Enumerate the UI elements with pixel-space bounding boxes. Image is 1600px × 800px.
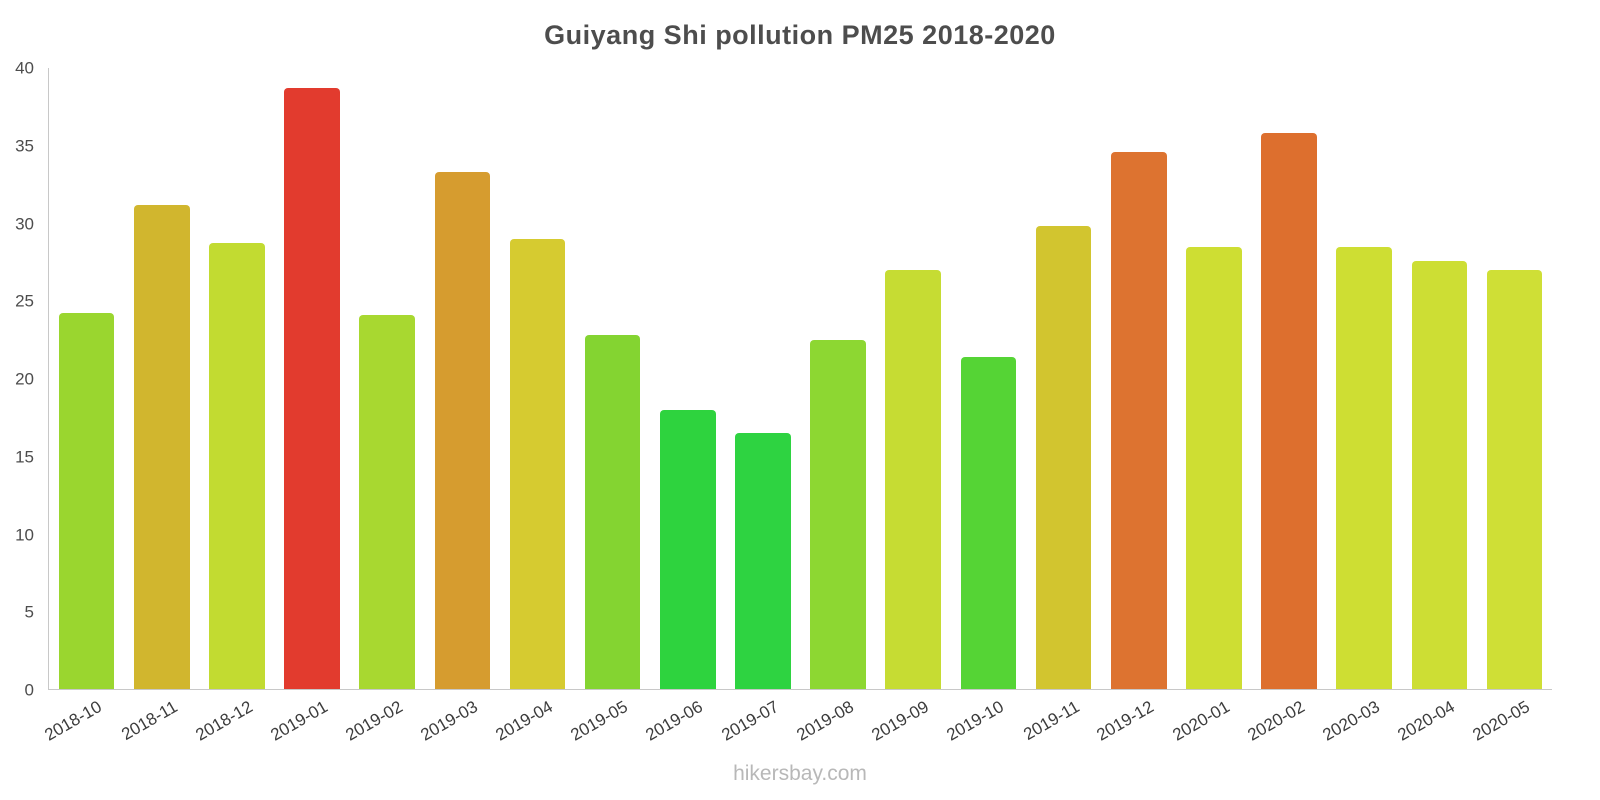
bar-2019-03[interactable] [434,172,491,689]
bar-group: 2019-11 [1020,68,1101,744]
x-axis-label: 2019-06 [642,697,707,745]
x-axis-label: 2019-01 [267,697,331,745]
bar-group: 2019-09 [868,68,951,745]
bar-2019-01[interactable] [284,88,340,689]
x-axis-label: 2019-02 [342,697,406,745]
bar-2020-03[interactable] [1336,246,1393,689]
x-axis-label: 2020-05 [1469,697,1534,745]
bar-2018-10[interactable] [58,313,115,689]
bar-group: 2019-05 [568,68,650,745]
bar-group: 2019-08 [793,68,876,745]
x-axis-label: 2018-12 [191,697,256,745]
bar-2019-10[interactable] [960,356,1017,689]
bar-group: 2018-11 [118,68,199,744]
y-axis-tick-label: 15 [15,447,34,467]
bar-2019-08[interactable] [810,339,866,689]
bar-2019-12[interactable] [1110,151,1167,689]
bar-2019-05[interactable] [584,335,641,689]
bar-group: 2019-01 [267,68,349,745]
y-axis-tick-label: 25 [15,291,34,311]
x-axis-label: 2019-03 [417,697,481,745]
bar-2019-04[interactable] [509,238,566,689]
x-axis-label: 2020-04 [1394,697,1458,745]
x-axis-label: 2019-12 [1093,697,1158,745]
bar-group: 2019-07 [718,68,800,745]
bar-2019-11[interactable] [1035,226,1092,689]
chart-title: Guiyang Shi pollution PM25 2018-2020 [544,20,1056,50]
bar-2018-12[interactable] [209,243,265,689]
bar-2020-01[interactable] [1186,246,1242,689]
x-axis-label: 2019-08 [793,697,857,745]
bar-group: 2019-03 [417,68,500,745]
bar-group: 2019-06 [643,68,725,745]
bar-2019-02[interactable] [359,314,415,689]
y-axis-tick-label: 0 [24,680,34,700]
bar-group: 2018-12 [192,68,274,745]
bar-2020-02[interactable] [1261,133,1317,689]
y-axis-tick-label: 30 [15,214,34,233]
x-axis-label: 2019-07 [717,697,782,745]
x-axis-label: 2019-11 [1019,697,1083,745]
bar-group: 2020-03 [1319,68,1402,745]
bar-group: 2020-05 [1470,68,1552,745]
bar-group: 2019-12 [1094,68,1176,745]
x-axis-label: 2020-02 [1244,697,1308,745]
y-axis-tick-label: 10 [15,525,34,544]
bar-group: 2020-01 [1169,68,1251,745]
x-axis-label: 2019-10 [943,697,1007,745]
bar-group: 2018-10 [42,68,124,745]
y-axis-tick-label: 5 [24,602,34,622]
bar-group: 2019-02 [342,68,425,745]
x-axis-label: 2018-11 [117,697,181,745]
y-axis: 0 5 10 15 20 25 30 35 40 [0,60,40,699]
watermark-text: hikersbay.com [733,762,867,785]
bar-group: 2020-04 [1394,68,1477,745]
bar-2019-07[interactable] [735,432,791,689]
bar-group: 2019-10 [943,68,1026,745]
plot-area: 2018-10 2018-11 2018-12 2019-01 2019-02 2019-… [42,68,1552,745]
bar-group: 2020-02 [1244,68,1327,745]
x-axis-label: 2019-09 [868,697,932,745]
bar-2019-09[interactable] [885,269,942,689]
y-axis-tick-label: 40 [15,58,34,78]
bar-2019-06[interactable] [660,409,716,689]
bar-2018-11[interactable] [133,204,190,689]
x-axis-label: 2018-10 [41,697,106,745]
y-axis-tick-label: 20 [15,369,34,389]
x-axis-label: 2019-05 [567,697,632,745]
x-axis-label: 2019-04 [492,697,557,745]
bar-2020-05[interactable] [1486,269,1543,689]
bar-2020-04[interactable] [1411,260,1468,689]
x-axis-label: 2020-01 [1168,697,1233,745]
y-axis-tick-label: 35 [15,136,34,156]
bar-group: 2019-04 [493,68,575,745]
x-axis-label: 2020-03 [1319,697,1383,745]
